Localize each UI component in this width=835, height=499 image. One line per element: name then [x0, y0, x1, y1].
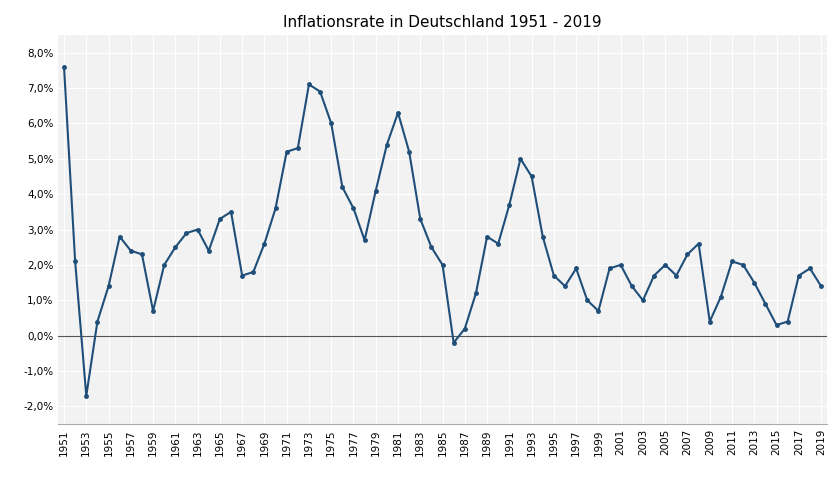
Title: Inflationsrate in Deutschland 1951 - 2019: Inflationsrate in Deutschland 1951 - 201…	[283, 14, 602, 29]
